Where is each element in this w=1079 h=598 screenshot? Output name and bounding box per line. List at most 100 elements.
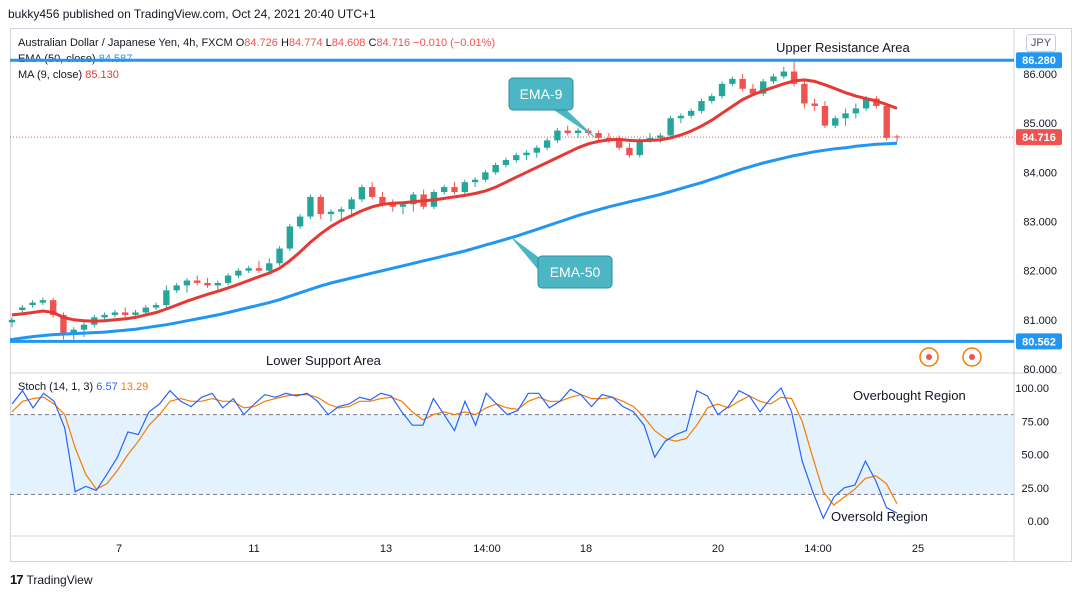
candle[interactable]	[152, 302, 160, 310]
candle-body	[358, 187, 366, 200]
candle[interactable]	[101, 312, 108, 320]
candle[interactable]	[533, 145, 541, 158]
candle[interactable]	[687, 108, 695, 119]
candle[interactable]	[276, 246, 283, 266]
candle[interactable]	[39, 297, 47, 306]
candle[interactable]	[245, 265, 252, 274]
current-price-badge-text: 84.716	[1022, 132, 1056, 144]
candle[interactable]	[214, 280, 222, 291]
candle[interactable]	[441, 184, 448, 195]
candle[interactable]	[852, 103, 860, 119]
candle[interactable]	[513, 152, 520, 163]
candle[interactable]	[523, 150, 530, 161]
candle[interactable]	[502, 157, 510, 168]
time-tick-label: 7	[116, 543, 122, 555]
candles	[8, 61, 901, 340]
candle[interactable]	[111, 310, 119, 318]
ema50-line	[10, 141, 898, 341]
candle[interactable]	[317, 194, 324, 220]
candle[interactable]	[173, 282, 180, 293]
ema9-callout[interactable]: EMA-9	[508, 77, 597, 139]
candle[interactable]	[461, 179, 468, 195]
candle[interactable]	[286, 223, 294, 251]
candle-body	[554, 130, 561, 141]
candle[interactable]	[19, 305, 26, 313]
candle-body	[780, 71, 787, 77]
candle[interactable]	[482, 169, 489, 183]
candle[interactable]	[893, 134, 901, 143]
candle[interactable]	[677, 113, 685, 124]
candle[interactable]	[235, 268, 242, 279]
ma-legend-label: MA (9, close)	[18, 69, 83, 81]
overbought-label: Overbought Region	[853, 388, 966, 403]
candle[interactable]	[163, 285, 170, 308]
candle[interactable]	[471, 177, 479, 188]
candle-body	[410, 194, 417, 205]
candle[interactable]	[194, 275, 201, 286]
candle[interactable]	[255, 260, 263, 274]
candle[interactable]	[811, 98, 818, 111]
candle[interactable]	[729, 76, 736, 87]
candle[interactable]	[832, 115, 839, 129]
alert-dot-icon	[969, 354, 975, 360]
candle-body	[194, 280, 201, 283]
currency-button[interactable]: JPY	[1026, 34, 1056, 52]
candle[interactable]	[307, 194, 314, 220]
candle[interactable]	[348, 196, 355, 215]
candle[interactable]	[122, 307, 129, 318]
candle[interactable]	[296, 214, 304, 229]
current-price-badge[interactable]: 84.716	[1016, 129, 1062, 146]
candle[interactable]	[543, 137, 551, 151]
candle[interactable]	[760, 78, 767, 97]
candle-body	[29, 302, 36, 306]
candle[interactable]	[338, 206, 345, 220]
candle-body	[214, 282, 222, 286]
candle[interactable]	[708, 93, 715, 104]
candle[interactable]	[327, 209, 335, 222]
candle[interactable]	[564, 125, 571, 136]
candle[interactable]	[451, 182, 458, 195]
candle[interactable]	[667, 115, 674, 138]
candle[interactable]	[8, 317, 16, 328]
candle[interactable]	[389, 199, 396, 212]
candle[interactable]	[595, 130, 602, 141]
candle[interactable]	[821, 101, 829, 129]
ma-legend[interactable]: MA (9, close) 85.130	[18, 68, 119, 82]
ema50-callout[interactable]: EMA-50	[510, 236, 613, 289]
support-badge[interactable]: 80.562	[1016, 333, 1062, 350]
resistance-badge[interactable]: 86.280	[1016, 52, 1062, 69]
candle[interactable]	[698, 98, 705, 114]
stoch-legend[interactable]: Stoch (14, 1, 3) 6.57 13.29	[18, 380, 148, 394]
candle[interactable]	[780, 66, 787, 79]
candle[interactable]	[204, 278, 211, 288]
upper-resistance-label: Upper Resistance Area	[776, 40, 910, 55]
ema50-callout-pointer	[510, 236, 545, 278]
candle[interactable]	[801, 81, 808, 109]
candle[interactable]	[626, 142, 633, 158]
candle[interactable]	[29, 300, 36, 308]
candle[interactable]	[224, 273, 232, 286]
candle-body	[451, 187, 458, 192]
candle-body	[173, 285, 180, 291]
candle[interactable]	[142, 305, 149, 315]
candle[interactable]	[883, 103, 890, 141]
candle[interactable]	[842, 108, 849, 126]
candle[interactable]	[358, 184, 366, 202]
candle[interactable]	[492, 162, 499, 175]
tradingview-footer[interactable]: 17 TradingView	[10, 572, 93, 587]
candle[interactable]	[718, 81, 726, 99]
candle[interactable]	[615, 135, 623, 151]
candle[interactable]	[739, 74, 746, 92]
stoch-k-value: 6.57	[96, 381, 118, 393]
candle-body	[523, 152, 530, 156]
candle[interactable]	[183, 278, 191, 293]
candle[interactable]	[266, 258, 273, 274]
candle-body	[122, 312, 129, 315]
candle[interactable]	[554, 128, 561, 143]
candle[interactable]	[368, 182, 376, 200]
candle[interactable]	[770, 74, 777, 84]
candle-body	[389, 204, 396, 207]
time-tick-label: 14:00	[804, 543, 832, 555]
candle[interactable]	[574, 128, 582, 138]
